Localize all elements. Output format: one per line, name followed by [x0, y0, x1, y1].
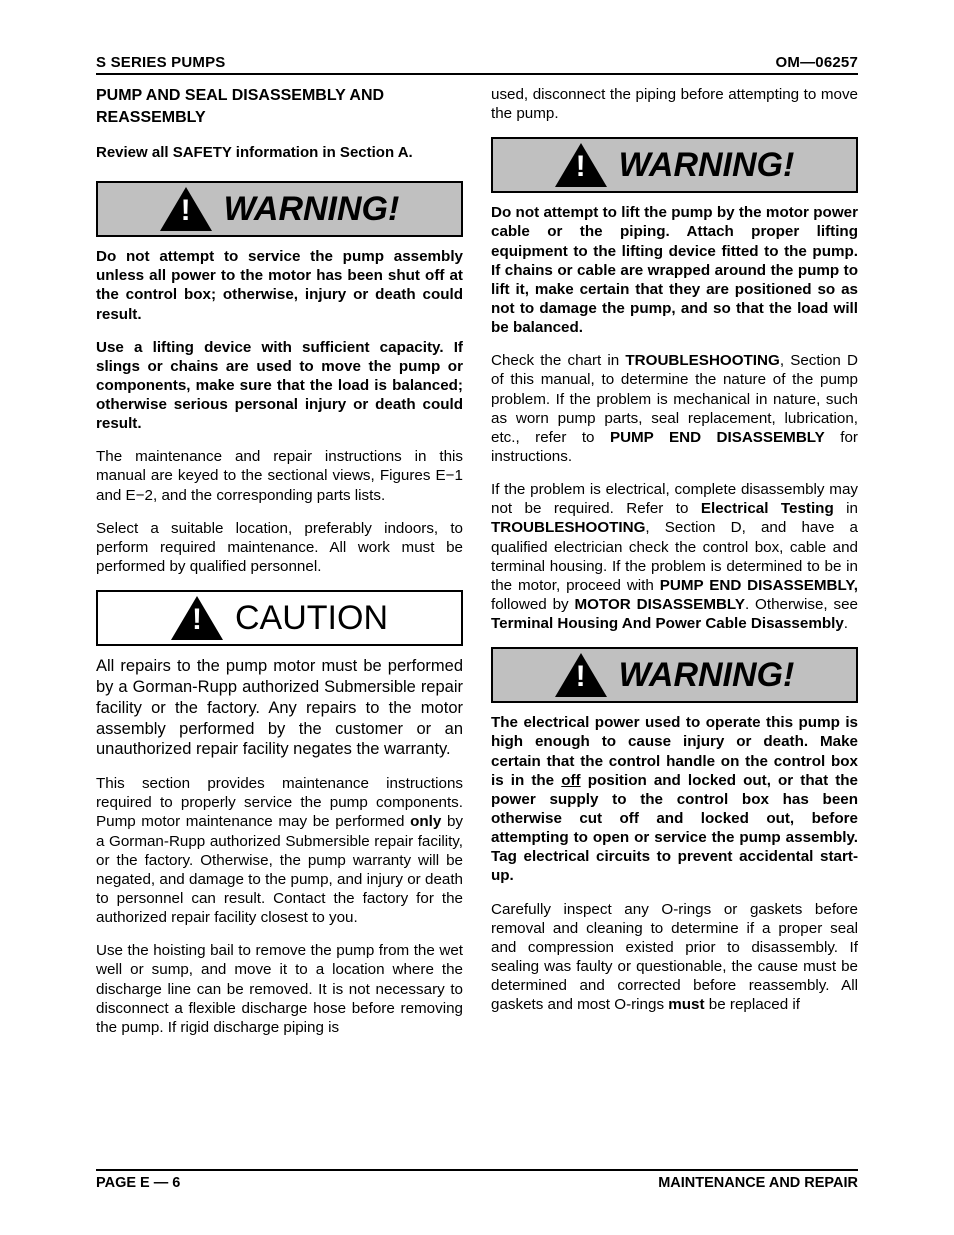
- para-maintenance-keyed: The maintenance and repair instructions …: [96, 447, 463, 504]
- warning-box-1: ! WARNING!: [96, 181, 463, 237]
- para-cont-piping: used, disconnect the piping before attem…: [491, 85, 858, 123]
- review-safety-line: Review all SAFETY information in Section…: [96, 144, 463, 163]
- para-select-location: Select a suitable location, preferably i…: [96, 519, 463, 576]
- warning-icon: !: [555, 653, 607, 697]
- para-check-chart: Check the chart in TROUBLESHOOTING, Sect…: [491, 351, 858, 466]
- page: S SERIES PUMPS OM—06257 PUMP AND SEAL DI…: [0, 0, 954, 1235]
- warning-label: WARNING!: [619, 654, 795, 697]
- warning-label: WARNING!: [224, 188, 400, 231]
- para-service-instructions: This section provides maintenance instru…: [96, 774, 463, 927]
- warning1-text-1: Do not attempt to service the pump assem…: [96, 247, 463, 324]
- right-column: used, disconnect the piping before attem…: [491, 85, 858, 1157]
- caution-text: All repairs to the pump motor must be pe…: [96, 656, 463, 760]
- para-electrical-problem: If the problem is electrical, complete d…: [491, 480, 858, 633]
- caution-box: ! CAUTION: [96, 590, 463, 646]
- footer-left: PAGE E — 6: [96, 1175, 180, 1191]
- warning-box-3: ! WARNING!: [491, 647, 858, 703]
- header-right: OM—06257: [776, 54, 858, 71]
- warning3-text: The electrical power used to operate thi…: [491, 713, 858, 885]
- para-hoisting-bail: Use the hoisting bail to remove the pump…: [96, 941, 463, 1037]
- warning-icon: !: [555, 143, 607, 187]
- footer-right: MAINTENANCE AND REPAIR: [658, 1175, 858, 1191]
- header-left: S SERIES PUMPS: [96, 54, 226, 71]
- warning-icon: !: [160, 187, 212, 231]
- warning-box-2: ! WARNING!: [491, 137, 858, 193]
- para-inspect-orings: Carefully inspect any O‐rings or gaskets…: [491, 900, 858, 1015]
- page-header: S SERIES PUMPS OM—06257: [96, 54, 858, 75]
- warning1-text-2: Use a lifting device with sufficient cap…: [96, 338, 463, 434]
- content-area: PUMP AND SEAL DISASSEMBLY AND REASSEMBLY…: [96, 85, 858, 1157]
- page-footer: PAGE E — 6 MAINTENANCE AND REPAIR: [96, 1169, 858, 1191]
- caution-icon: !: [171, 596, 223, 640]
- caution-label: CAUTION: [235, 597, 388, 640]
- left-column: PUMP AND SEAL DISASSEMBLY AND REASSEMBLY…: [96, 85, 463, 1157]
- section-title: PUMP AND SEAL DISASSEMBLY AND REASSEMBLY: [96, 85, 463, 128]
- warning2-text: Do not attempt to lift the pump by the m…: [491, 203, 858, 337]
- warning-label: WARNING!: [619, 144, 795, 187]
